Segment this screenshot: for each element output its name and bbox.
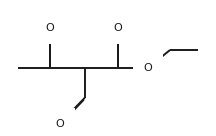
Text: O: O	[144, 63, 152, 73]
Text: O: O	[114, 23, 122, 33]
Text: O: O	[56, 119, 64, 129]
Text: O: O	[46, 23, 54, 33]
